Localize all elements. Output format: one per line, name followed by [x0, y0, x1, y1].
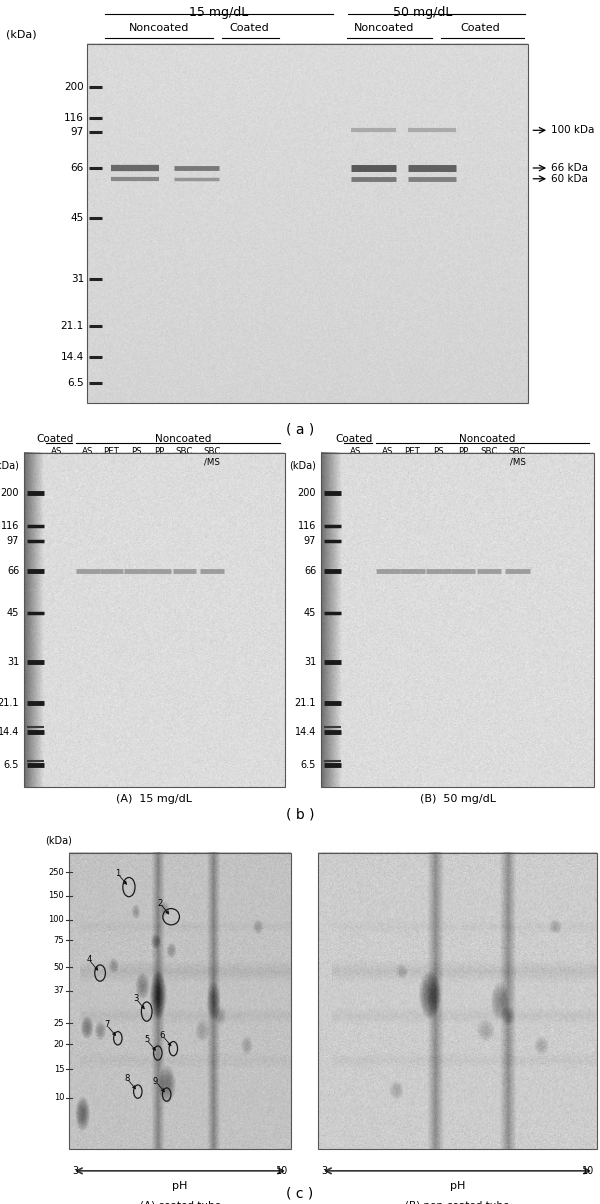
Text: 200: 200: [64, 82, 84, 93]
Text: (kDa): (kDa): [6, 29, 37, 40]
Text: (A) coated tube: (A) coated tube: [139, 1200, 221, 1204]
Text: 116: 116: [298, 521, 316, 531]
Text: PS: PS: [131, 447, 142, 456]
Text: 100 kDa: 100 kDa: [551, 125, 594, 135]
Text: ( b ): ( b ): [286, 808, 314, 822]
Text: (kDa): (kDa): [0, 461, 19, 471]
Text: 4: 4: [86, 955, 92, 964]
Text: SBC: SBC: [480, 447, 497, 456]
Text: 3: 3: [321, 1165, 327, 1176]
Text: 100: 100: [49, 915, 64, 925]
Text: 97: 97: [71, 128, 84, 137]
Text: 60 kDa: 60 kDa: [551, 173, 587, 184]
Text: 97: 97: [304, 536, 316, 547]
Text: (B) non-coated tube: (B) non-coated tube: [406, 1200, 509, 1204]
Text: AS: AS: [51, 447, 62, 456]
Text: 6.5: 6.5: [301, 760, 316, 771]
Text: 200: 200: [1, 488, 19, 497]
Text: 10: 10: [582, 1165, 594, 1176]
Text: SBC: SBC: [176, 447, 193, 456]
Text: 50: 50: [54, 963, 64, 972]
Text: 5: 5: [144, 1035, 149, 1044]
Text: 20: 20: [54, 1040, 64, 1049]
Text: PET: PET: [404, 447, 421, 456]
Text: 21.1: 21.1: [295, 698, 316, 708]
Text: 14.4: 14.4: [61, 352, 84, 361]
Text: 25: 25: [54, 1019, 64, 1028]
Text: 6.5: 6.5: [67, 378, 84, 389]
Text: AS: AS: [82, 447, 94, 456]
Text: 6.5: 6.5: [4, 760, 19, 771]
Text: 31: 31: [304, 656, 316, 667]
Text: 7: 7: [104, 1021, 109, 1029]
Text: PP: PP: [458, 447, 468, 456]
Text: 66 kDa: 66 kDa: [551, 163, 588, 173]
Text: Noncoated: Noncoated: [354, 23, 414, 33]
Text: 250: 250: [49, 868, 64, 877]
Text: AS: AS: [349, 447, 361, 456]
Text: 3: 3: [72, 1165, 78, 1176]
Text: 14.4: 14.4: [0, 727, 19, 737]
Text: 45: 45: [304, 608, 316, 618]
Text: 50 mg/dL: 50 mg/dL: [394, 6, 452, 19]
Bar: [24, 453, 285, 787]
Text: (kDa): (kDa): [289, 461, 316, 471]
Text: 116: 116: [1, 521, 19, 531]
Text: (kDa): (kDa): [45, 836, 72, 845]
Text: Coated: Coated: [37, 433, 74, 443]
Text: 66: 66: [7, 566, 19, 577]
Text: 3: 3: [133, 993, 138, 1003]
Text: 75: 75: [53, 936, 64, 945]
Text: 15 mg/dL: 15 mg/dL: [190, 6, 248, 19]
Text: 31: 31: [71, 275, 84, 284]
Text: pH: pH: [450, 1181, 465, 1192]
Text: Coated: Coated: [335, 433, 373, 443]
Text: SBC
/MS: SBC /MS: [203, 447, 221, 466]
Text: Coated: Coated: [460, 23, 500, 33]
Text: 10: 10: [54, 1093, 64, 1102]
Text: AS: AS: [382, 447, 394, 456]
Bar: [87, 45, 528, 403]
Text: (A)  15 mg/dL: (A) 15 mg/dL: [116, 795, 193, 804]
Text: 45: 45: [7, 608, 19, 618]
Text: 150: 150: [49, 891, 64, 901]
Text: 21.1: 21.1: [61, 321, 84, 331]
Text: Noncoated: Noncoated: [129, 23, 189, 33]
Text: pH: pH: [172, 1181, 188, 1192]
Text: SBC
/MS: SBC /MS: [509, 447, 526, 466]
Bar: [318, 852, 597, 1150]
Text: Coated: Coated: [229, 23, 269, 33]
Bar: [69, 852, 291, 1150]
Text: ( a ): ( a ): [286, 423, 314, 436]
Text: 2: 2: [157, 899, 163, 908]
Text: 15: 15: [54, 1064, 64, 1074]
Text: ( c ): ( c ): [286, 1186, 314, 1200]
Text: (B)  50 mg/dL: (B) 50 mg/dL: [419, 795, 496, 804]
Text: 21.1: 21.1: [0, 698, 19, 708]
Text: PS: PS: [433, 447, 444, 456]
Text: 37: 37: [53, 986, 64, 996]
Text: PP: PP: [155, 447, 165, 456]
Text: 66: 66: [71, 163, 84, 173]
Text: 31: 31: [7, 656, 19, 667]
Text: 97: 97: [7, 536, 19, 547]
Text: 10: 10: [276, 1165, 288, 1176]
Text: 200: 200: [298, 488, 316, 497]
Text: 6: 6: [160, 1031, 165, 1040]
Text: 116: 116: [64, 113, 84, 123]
Text: Noncoated: Noncoated: [460, 433, 516, 443]
Text: PET: PET: [103, 447, 119, 456]
Text: Noncoated: Noncoated: [155, 433, 211, 443]
Text: 9: 9: [153, 1076, 158, 1086]
Text: 66: 66: [304, 566, 316, 577]
Bar: [321, 453, 594, 787]
Text: 14.4: 14.4: [295, 727, 316, 737]
Text: 45: 45: [71, 213, 84, 223]
Text: 8: 8: [124, 1074, 130, 1082]
Text: 1: 1: [115, 869, 121, 878]
